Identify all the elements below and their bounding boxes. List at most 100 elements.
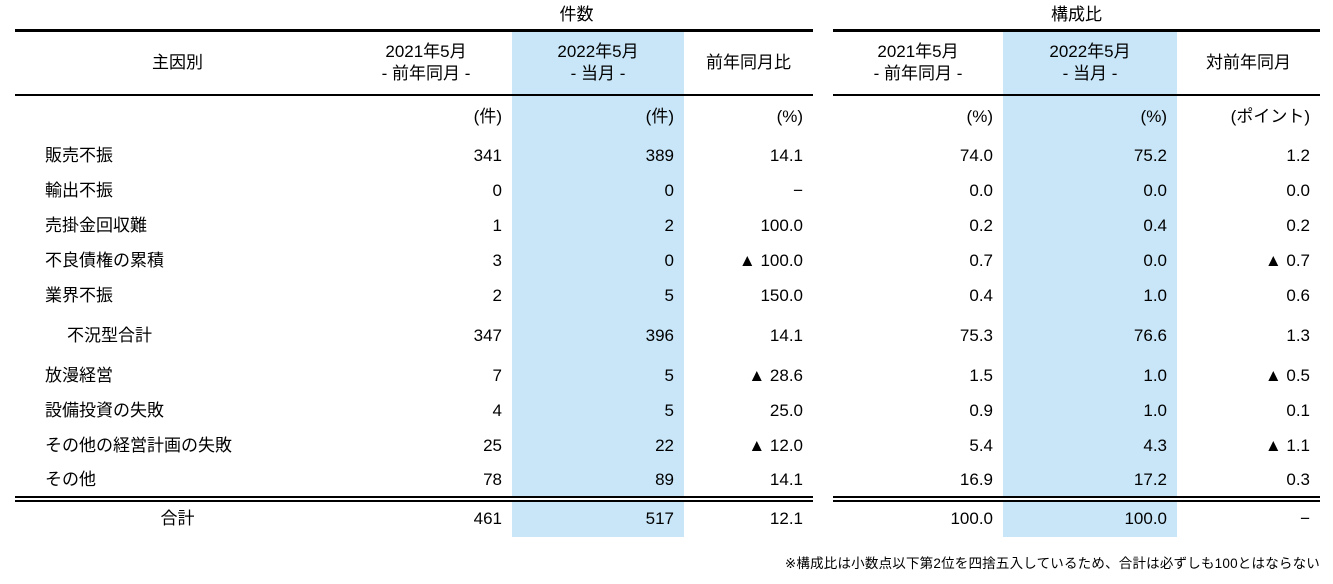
value-cell: 1.5 (969, 366, 993, 385)
kousei-header-row: 2021年5月 - 前年同月 - 2022年5月 - 当月 - 対前年同月 (833, 30, 1320, 96)
row-label: 不況型合計 (67, 326, 152, 345)
rounding-footnote: ※構成比は小数点以下第2位を四捨五入しているため、合計は必ずしも100とはならな… (784, 556, 1320, 571)
value-cell: 7 (492, 366, 502, 385)
value-cell: 0.2 (1286, 216, 1310, 235)
value-cell: 4 (492, 401, 502, 420)
value-cell: 396 (512, 313, 684, 359)
value-cell: 75.2 (1003, 138, 1177, 174)
value-cell: 5.4 (969, 436, 993, 455)
value-cell: 0 (512, 173, 684, 209)
value-cell: 1.0 (1003, 393, 1177, 429)
value-cell: 0.0 (969, 181, 993, 200)
value-cell: ▲ 100.0 (738, 251, 804, 270)
header-line2: - 当月 - (570, 63, 626, 83)
value-cell: 0.6 (1286, 286, 1310, 305)
total-row: 100.0 100.0 − (833, 495, 1320, 537)
value-cell: 74.0 (959, 146, 993, 165)
spacer-cell (15, 95, 340, 139)
kensu-yoy-header: 前年同月比 (684, 30, 814, 96)
header-line2: - 当月 - (1062, 63, 1118, 83)
value-cell: 17.2 (1003, 463, 1177, 499)
value-cell: 0.4 (1003, 208, 1177, 244)
value-cell: 14.1 (769, 469, 804, 489)
kousei-title-row: 構成比 (833, 4, 1320, 32)
value-cell: − (1177, 495, 1320, 537)
kousei-table: 構成比 2021年5月 - 前年同月 - 2022年5月 - 当月 - 対前年同… (833, 4, 1320, 537)
row-label: その他 (45, 469, 96, 489)
table-row: 0.7 0.0 ▲ 0.7 (833, 243, 1320, 279)
value-cell: 100.0 (1003, 495, 1177, 537)
row-label: 業界不振 (45, 286, 113, 305)
table-row: 0.0 0.0 0.0 (833, 173, 1320, 209)
table-row: 74.0 75.2 1.2 (833, 138, 1320, 174)
value-cell: 100.0 (833, 495, 1003, 537)
table-row: 1.5 1.0 ▲ 0.5 (833, 358, 1320, 394)
value-cell: 461 (340, 495, 512, 537)
header-line2: - 前年同月 - (873, 63, 963, 83)
header-line1: 2022年5月 (1049, 41, 1131, 61)
table-row: 不良債権の累積 3 0 ▲ 100.0 (15, 243, 813, 279)
value-cell: 100.0 (760, 216, 804, 235)
row-label: 設備投資の失敗 (45, 401, 164, 420)
row-label: 不良債権の累積 (45, 251, 164, 270)
table-row: 設備投資の失敗 4 5 25.0 (15, 393, 813, 429)
header-line1: 2021年5月 (877, 41, 959, 61)
unit-cell: (%) (776, 107, 804, 126)
table-row: 業界不振 2 5 150.0 (15, 278, 813, 314)
kousei-section-title: 構成比 (833, 4, 1320, 32)
table-row: 0.4 1.0 0.6 (833, 278, 1320, 314)
kensu-units-row: (件) (件) (%) (15, 94, 813, 139)
value-cell: 0.1 (1286, 401, 1310, 420)
value-cell: 1.3 (1286, 326, 1310, 345)
value-cell: 0.4 (969, 286, 993, 305)
value-cell: 0.3 (1286, 469, 1310, 489)
value-cell: 89 (512, 463, 684, 499)
value-cell: 3 (492, 251, 502, 270)
kensu-header-row: 主因別 2021年5月 - 前年同月 - 2022年5月 - 当月 - 前年同月… (15, 30, 814, 96)
value-cell: 14.1 (769, 326, 804, 345)
value-cell: 2 (492, 286, 502, 305)
table-row: 0.2 0.4 0.2 (833, 208, 1320, 244)
header-line2: - 前年同月 - (381, 63, 471, 83)
table-row: 放漫経営 7 5 ▲ 28.6 (15, 358, 813, 394)
value-cell: 0.7 (969, 251, 993, 270)
value-cell: ▲ 1.1 (1264, 436, 1310, 455)
value-cell: 16.9 (959, 469, 993, 489)
row-label: その他の経営計画の失敗 (45, 436, 232, 455)
total-row: 合計 461 517 12.1 (15, 495, 814, 537)
table-row: 売掛金回収難 1 2 100.0 (15, 208, 813, 244)
table-row: その他 78 89 14.1 (15, 463, 813, 499)
value-cell: 1 (492, 216, 502, 235)
kensu-table: 件数 主因別 2021年5月 - 前年同月 - 2022年5月 - 当月 - 前… (15, 4, 814, 537)
unit-cell: (%) (966, 107, 993, 126)
value-cell: 517 (512, 495, 684, 537)
value-cell: 0.0 (1003, 243, 1177, 279)
table-row: 0.9 1.0 0.1 (833, 393, 1320, 429)
table-row: 16.9 17.2 0.3 (833, 463, 1320, 499)
unit-cell: (%) (1003, 94, 1177, 139)
value-cell: 5 (512, 393, 684, 429)
value-cell: 347 (473, 326, 502, 345)
header-line1: 2021年5月 (385, 41, 467, 61)
value-cell: 1.0 (1003, 278, 1177, 314)
value-cell: 22 (512, 428, 684, 464)
table-row: 5.4 4.3 ▲ 1.1 (833, 428, 1320, 464)
unit-cell: (ポイント) (1230, 107, 1310, 126)
spacer-cell (15, 4, 340, 32)
header-line1: 2022年5月 (557, 41, 639, 61)
row-label: 販売不振 (45, 146, 113, 165)
label-column-header: 主因別 (15, 30, 340, 96)
kousei-prev-month-header: 2021年5月 - 前年同月 - (833, 30, 1003, 96)
value-cell: ▲ 12.0 (748, 436, 804, 455)
kousei-curr-month-header: 2022年5月 - 当月 - (1003, 30, 1177, 96)
value-cell: 4.3 (1003, 428, 1177, 464)
value-cell: 0.9 (969, 401, 993, 420)
value-cell: ▲ 0.7 (1264, 251, 1310, 270)
value-cell: 5 (512, 278, 684, 314)
value-cell: 25.0 (769, 401, 804, 420)
value-cell: 0 (492, 181, 502, 200)
row-label: 放漫経営 (45, 366, 113, 385)
subtotal-row: 75.3 76.6 1.3 (833, 313, 1320, 359)
table-row: 輸出不振 0 0 − (15, 173, 813, 209)
